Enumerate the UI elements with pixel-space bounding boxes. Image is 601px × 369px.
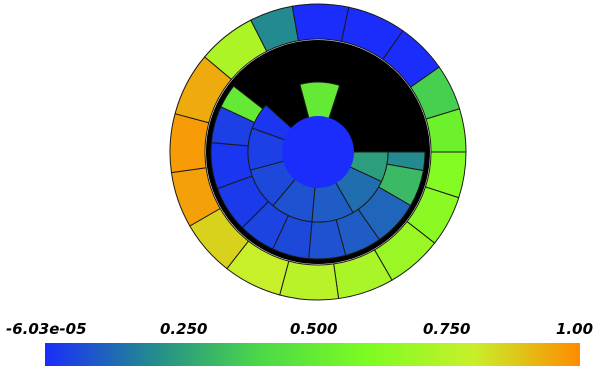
colorbar-tick-label-0: -6.03e-05 [6,320,87,338]
outer-segment-9 [169,113,210,174]
outer-segment-5 [279,260,340,301]
colorbar-tick-label-3: 0.750 [423,320,471,338]
center-disk [282,116,354,188]
colorbar-tick-label-1: 0.250 [160,320,208,338]
colorbar [45,343,580,366]
outer-segment-13 [291,3,350,43]
polar-segment-map [169,3,467,301]
outer-segment-16 [409,66,461,120]
colorbar-tick-label-2: 0.500 [290,320,338,338]
colorbar-tick-label-4: 1.00 [556,320,594,338]
